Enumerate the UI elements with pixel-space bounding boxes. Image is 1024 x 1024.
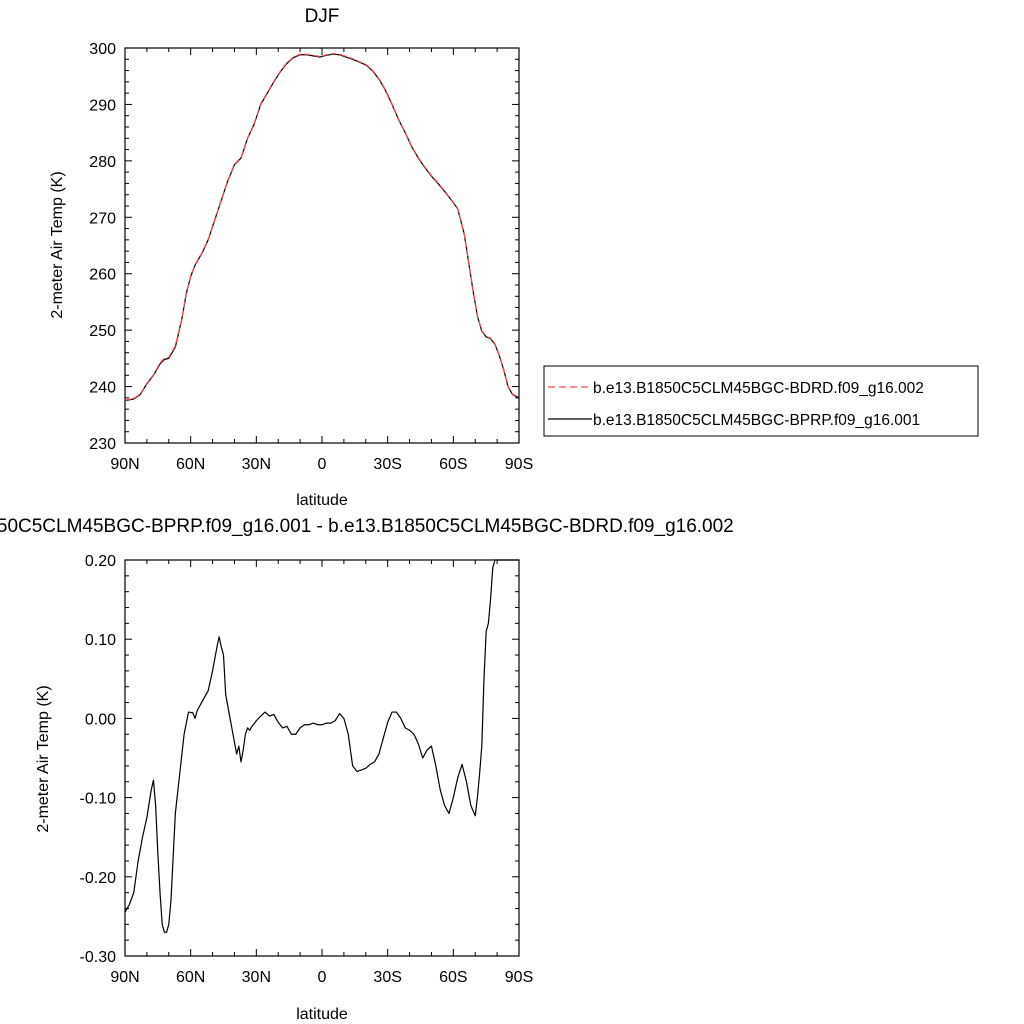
x-tick-label: 30N	[242, 969, 271, 986]
y-axis-label: 2-meter Air Temp (K)	[49, 171, 66, 318]
y-tick-label: 250	[89, 323, 116, 340]
chart-title: b.e13.B1850C5CLM45BGC-BPRP.f09_g16.001 -…	[0, 516, 734, 537]
x-tick-label: 90S	[505, 969, 533, 986]
legend-box	[543, 365, 979, 437]
series-line-0	[124, 53, 520, 402]
legend-label-bdrd: b.e13.B1850C5CLM45BGC-BDRD.f09_g16.002	[593, 380, 924, 397]
x-tick-label: 30S	[373, 456, 401, 473]
difference-chart: b.e13.B1850C5CLM45BGC-BPRP.f09_g16.001 -…	[0, 516, 734, 1023]
y-axis-label: 2-meter Air Temp (K)	[35, 685, 52, 832]
x-tick-label: 0	[318, 969, 327, 986]
x-tick-label: 90N	[110, 456, 139, 473]
x-axis-label: latitude	[296, 492, 348, 509]
y-tick-label: 290	[89, 97, 116, 114]
y-tick-label: 260	[89, 267, 116, 284]
temperature-chart: DJF 90N 60N 30N 0 30S 60S 90S 230 240 250 260 270 28…	[49, 6, 979, 509]
x-tick-label: 60N	[176, 456, 205, 473]
plot-area: 90N 60N 30N 0 30S 60S 90S 230 240 250 260 270 280 290…	[89, 41, 533, 473]
x-tick-label: 30N	[242, 456, 271, 473]
x-tick-label: 60S	[439, 969, 467, 986]
plot-frame	[124, 559, 520, 957]
y-tick-label: -0.10	[80, 791, 117, 808]
y-tick-label: 0.20	[85, 553, 116, 570]
y-tick-label: 300	[89, 41, 116, 58]
plot-frame	[124, 47, 520, 444]
y-tick-label: 280	[89, 154, 116, 171]
y-tick-label: 240	[89, 380, 116, 397]
series-line-1	[124, 53, 520, 401]
y-tick-label: 0.00	[85, 711, 116, 728]
x-tick-label: 60N	[176, 969, 205, 986]
series-line-0	[124, 559, 519, 933]
x-tick-label: 0	[318, 456, 327, 473]
x-tick-label: 90S	[505, 456, 533, 473]
x-tick-label: 30S	[373, 969, 401, 986]
chart-title: DJF	[305, 6, 340, 27]
legend: b.e13.B1850C5CLM45BGC-BDRD.f09_g16.002 b…	[543, 365, 979, 437]
y-tick-label: -0.20	[80, 870, 117, 887]
x-axis-label: latitude	[296, 1006, 348, 1023]
y-tick-label: 230	[89, 436, 116, 453]
x-tick-label: 60S	[439, 456, 467, 473]
legend-label-bprp: b.e13.B1850C5CLM45BGC-BPRP.f09_g16.001	[593, 412, 920, 429]
y-tick-label: 270	[89, 210, 116, 227]
y-tick-label: -0.30	[80, 949, 117, 966]
plot-area: 90N 60N 30N 0 30S 60S 90S -0.30 -0.20 -0.10 0.00 0.…	[80, 553, 534, 986]
x-tick-label: 90N	[110, 969, 139, 986]
y-tick-label: 0.10	[85, 632, 116, 649]
